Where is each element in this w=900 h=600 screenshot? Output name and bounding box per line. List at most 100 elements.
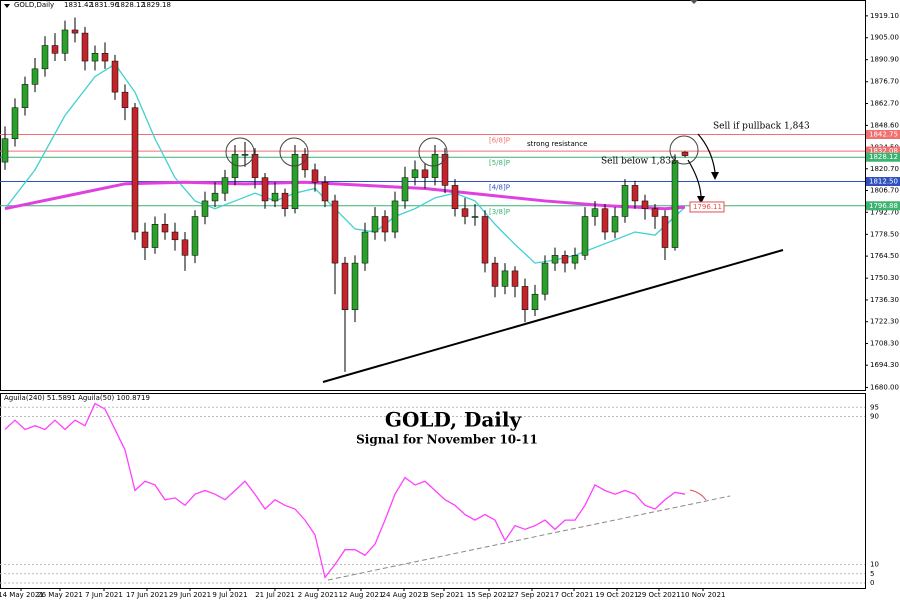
candle-body bbox=[591, 208, 599, 217]
y-tick-label: 1722.30 bbox=[870, 318, 899, 326]
x-tick-label: 24 Aug 2021 bbox=[382, 591, 427, 599]
y-tick-label: 1750.30 bbox=[870, 274, 899, 282]
indicator-tick-label: 95 bbox=[870, 403, 879, 411]
indicator-tick-label: 0 bbox=[870, 579, 874, 587]
candle-body bbox=[371, 216, 379, 233]
y-tick-label: 1736.30 bbox=[870, 296, 899, 304]
x-tick-label: 3 Sep 2021 bbox=[424, 591, 464, 599]
ma-tag-label: 1796.11 bbox=[693, 203, 722, 211]
candle-body bbox=[421, 169, 429, 178]
annotation: Sell below 1,832 bbox=[601, 157, 677, 167]
candle-body bbox=[501, 270, 509, 287]
y-tick-label: 1694.30 bbox=[870, 361, 899, 369]
x-tick-label: 9 Jul 2021 bbox=[212, 591, 247, 599]
y-tick-label: 1764.50 bbox=[870, 252, 899, 260]
candle-body bbox=[301, 154, 309, 171]
indicator-line bbox=[4, 402, 686, 579]
candle-body bbox=[661, 216, 669, 248]
candle-body bbox=[61, 29, 69, 54]
indicator-tick-label: 5 bbox=[870, 570, 874, 578]
indicator-legend: Aguila(240) 51.5891 Aguila(50) 100.8719 bbox=[4, 394, 150, 402]
candle-body bbox=[151, 224, 159, 248]
x-tick-label: 21 Jul 2021 bbox=[255, 591, 295, 599]
candle-body bbox=[281, 192, 289, 209]
candle-body bbox=[611, 216, 619, 233]
candle-body bbox=[361, 231, 369, 264]
candle-body bbox=[631, 185, 639, 202]
candle-body bbox=[531, 293, 539, 310]
candle-body bbox=[331, 200, 339, 264]
y-tick-label: 1848.60 bbox=[870, 121, 899, 129]
level-tag-label: 1832.08 bbox=[869, 147, 898, 155]
indicator-tick-label: 90 bbox=[870, 413, 879, 421]
candle-body bbox=[311, 169, 319, 183]
candle-body bbox=[111, 60, 119, 93]
price-pane bbox=[0, 0, 866, 391]
candle-body bbox=[451, 185, 459, 209]
candle-body bbox=[521, 286, 529, 310]
candle-body bbox=[441, 154, 449, 186]
candle-body bbox=[391, 200, 399, 233]
y-tick-label: 1876.70 bbox=[870, 78, 899, 86]
candle-body bbox=[161, 224, 169, 233]
ohlc-high: 1831.96 bbox=[90, 1, 119, 9]
candle-body bbox=[321, 182, 329, 202]
y-tick-label: 1792.70 bbox=[870, 208, 899, 216]
candle-body bbox=[641, 200, 649, 209]
indicator-pane bbox=[0, 393, 866, 589]
y-tick-label: 1806.70 bbox=[870, 187, 899, 195]
candle-body bbox=[401, 177, 409, 202]
candle-body bbox=[381, 216, 389, 233]
ohlc-low: 1828.12 bbox=[116, 1, 145, 9]
slow-ma bbox=[4, 180, 686, 211]
support-trendline bbox=[322, 249, 784, 383]
x-tick-label: 2 Aug 2021 bbox=[298, 591, 338, 599]
circle bbox=[418, 137, 448, 167]
level-name: [6/8]P bbox=[489, 136, 510, 144]
candle-body bbox=[671, 160, 679, 248]
x-tick-label: 19 Oct 2021 bbox=[595, 591, 638, 599]
candle-body bbox=[221, 177, 229, 194]
x-tick-label: 7 Oct 2021 bbox=[555, 591, 594, 599]
candle-body bbox=[471, 216, 479, 218]
x-tick-label: 29 Oct 2021 bbox=[637, 591, 680, 599]
level-tag bbox=[866, 177, 900, 187]
candle-body bbox=[91, 53, 99, 62]
candle-body bbox=[41, 45, 49, 70]
candle-body bbox=[141, 231, 149, 248]
level-tag bbox=[866, 201, 900, 211]
y-tick-label: 1905.00 bbox=[870, 34, 899, 42]
level-name: [4/8]P bbox=[489, 184, 510, 192]
arrow-head bbox=[711, 172, 719, 180]
level-tag-label: 1842.75 bbox=[869, 130, 898, 138]
menu-arrow bbox=[4, 4, 10, 8]
candle-body bbox=[1, 138, 9, 163]
level-tag bbox=[866, 152, 900, 162]
candle-body bbox=[201, 200, 209, 217]
candle-body bbox=[251, 154, 259, 178]
candle-body bbox=[211, 192, 219, 202]
candle-body bbox=[481, 216, 489, 264]
x-tick-label: 12 Aug 2021 bbox=[339, 591, 384, 599]
candle-body bbox=[81, 32, 89, 62]
candle-body bbox=[291, 154, 299, 209]
level-name: [5/8]P bbox=[489, 159, 510, 167]
indicator-arrow bbox=[689, 489, 707, 501]
x-tick-label: 29 Jun 2021 bbox=[169, 591, 211, 599]
candle-body bbox=[511, 270, 519, 287]
y-tick-label: 1820.70 bbox=[870, 165, 899, 173]
x-tick-label: 26 May 2021 bbox=[37, 591, 83, 599]
y-tick-label: 1778.50 bbox=[870, 230, 899, 238]
y-tick-label: 1680.00 bbox=[870, 383, 899, 391]
x-tick-label: 27 Sep 2021 bbox=[510, 591, 554, 599]
candle-body bbox=[121, 91, 129, 108]
symbol: GOLD,Daily bbox=[14, 1, 54, 9]
candle-body bbox=[651, 208, 659, 217]
candle-body bbox=[191, 216, 199, 256]
candle-body bbox=[571, 255, 579, 264]
candle-body bbox=[621, 185, 629, 217]
candle-body bbox=[681, 151, 689, 156]
candle-body bbox=[261, 177, 269, 202]
circle bbox=[279, 137, 309, 167]
arrow bbox=[687, 159, 702, 197]
